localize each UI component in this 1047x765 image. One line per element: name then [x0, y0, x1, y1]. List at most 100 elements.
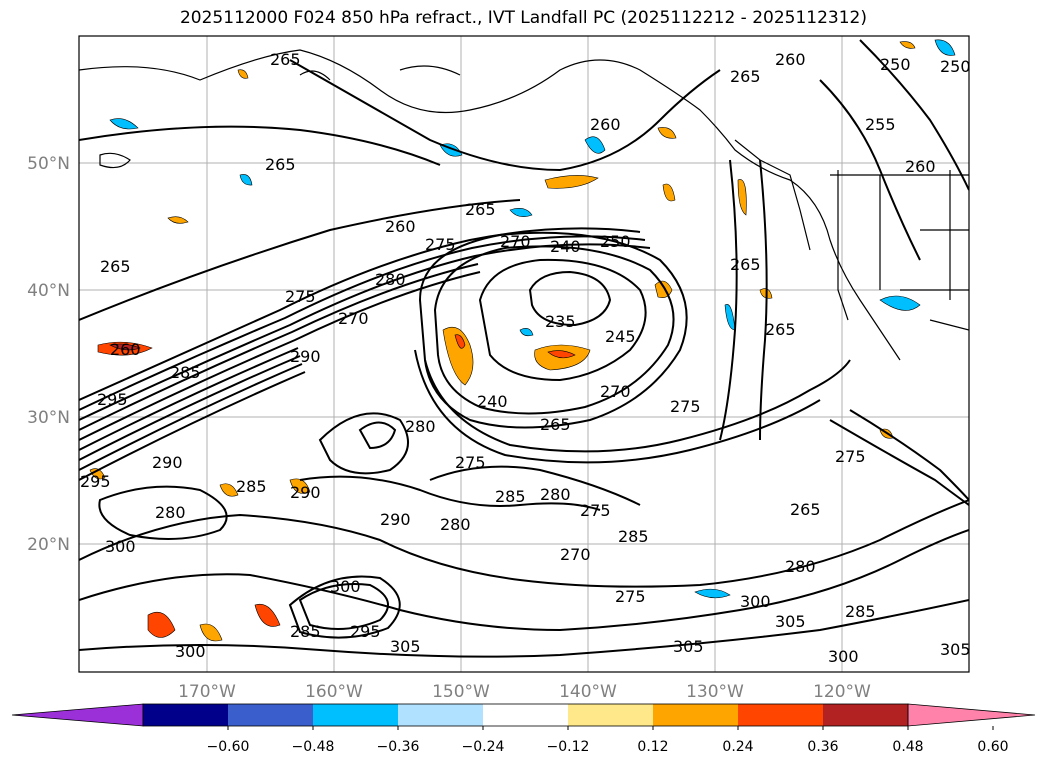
contour-label: 275	[455, 453, 486, 472]
refractivity-contours	[79, 39, 969, 658]
contour-label: 250	[600, 232, 631, 251]
contour-label: 265	[730, 255, 761, 274]
colorbar-tick-label: 0.36	[807, 739, 838, 755]
colorbar-tick-label: 0.48	[892, 739, 923, 755]
contour-label: 290	[290, 483, 321, 502]
contour-labels: 265 260 265 250 250 255 260 265 260 265 …	[80, 50, 971, 666]
contour-label: 290	[290, 347, 321, 366]
contour-label: 265	[540, 415, 571, 434]
contour-label: 295	[80, 472, 111, 491]
colorbar-segment	[313, 704, 398, 726]
contour-label: 245	[605, 327, 636, 346]
contour-label: 265	[270, 50, 301, 69]
colorbar-extend-low	[11, 703, 144, 727]
lat-label-30n: 30°N	[27, 408, 70, 428]
contour-label: 240	[477, 392, 508, 411]
contour-label: 285	[236, 477, 267, 496]
gridlines	[79, 36, 969, 672]
contour-label: 250	[880, 55, 911, 74]
colorbar-tick-label: −0.48	[292, 739, 335, 755]
longitude-labels: 170°W 160°W 150°W 140°W 130°W 120°W	[178, 682, 871, 702]
contour-label: 305	[775, 612, 806, 631]
contour-label: 275	[285, 287, 316, 306]
colorbar-segment	[228, 704, 313, 726]
map-frame	[78, 35, 970, 673]
map-title: 2025112000 F024 850 hPa refract., IVT La…	[179, 8, 867, 28]
coastlines	[79, 49, 969, 361]
contour-label: 270	[600, 382, 631, 401]
lon-label-130w: 130°W	[686, 682, 744, 702]
colorbar-segment	[823, 704, 908, 726]
map-area: 265 260 265 250 250 255 260 265 260 265 …	[79, 36, 971, 672]
lon-label-120w: 120°W	[813, 682, 871, 702]
contour-label: 270	[338, 309, 369, 328]
colorbar-outline	[142, 703, 909, 727]
contour-label: 260	[590, 115, 621, 134]
contour-label: 260	[905, 157, 936, 176]
contour-label: 275	[425, 235, 456, 254]
colorbar-extend-high	[907, 703, 1036, 727]
colorbar-tick-label: −0.60	[207, 739, 250, 755]
contour-label: 255	[865, 115, 896, 134]
latitude-labels: 50°N 40°N 30°N 20°N	[27, 154, 70, 555]
contour-label: 285	[170, 363, 201, 382]
contour-label: 270	[500, 232, 531, 251]
lat-label-50n: 50°N	[27, 154, 70, 174]
contour-label: 260	[385, 217, 416, 236]
contour-label: 280	[155, 503, 186, 522]
lat-label-20n: 20°N	[27, 535, 70, 555]
contour-label: 235	[545, 312, 576, 331]
contour-label: 260	[110, 340, 141, 359]
lon-label-140w: 140°W	[559, 682, 617, 702]
contour-label: 290	[380, 510, 411, 529]
contour-label: 305	[673, 637, 704, 656]
colorbar-tick-label: −0.12	[547, 739, 590, 755]
contour-label: 295	[97, 390, 128, 409]
colorbar-segment	[398, 704, 483, 726]
contour-label: 240	[550, 237, 581, 256]
contour-label: 295	[350, 622, 381, 641]
contour-label: 300	[740, 592, 771, 611]
colorbar-segment	[653, 704, 738, 726]
lon-label-170w: 170°W	[178, 682, 236, 702]
contour-label: 265	[100, 257, 131, 276]
contour-label: 265	[265, 155, 296, 174]
contour-label: 300	[105, 537, 136, 556]
lon-label-160w: 160°W	[305, 682, 363, 702]
colorbar-tick-label: 0.12	[637, 739, 668, 755]
contour-label: 265	[730, 67, 761, 86]
contour-label: 285	[495, 487, 526, 506]
contour-label: 285	[845, 602, 876, 621]
contour-label: 285	[290, 622, 321, 641]
contour-label: 300	[828, 647, 859, 666]
colorbar-tick-label: 0.60	[977, 739, 1008, 755]
contour-label: 305	[390, 637, 421, 656]
contour-label: 300	[175, 642, 206, 661]
contour-label: 250	[940, 57, 971, 76]
contour-label: 305	[940, 640, 971, 659]
contour-label: 285	[618, 527, 649, 546]
contour-label: 280	[440, 515, 471, 534]
contour-label: 300	[330, 577, 361, 596]
contour-label: 260	[775, 50, 806, 69]
colorbar-segment	[143, 704, 228, 726]
colorbar-segment	[483, 704, 568, 726]
contour-label: 265	[765, 320, 796, 339]
contour-label: 265	[465, 200, 496, 219]
contour-label: 275	[835, 447, 866, 466]
contour-label: 280	[375, 270, 406, 289]
colorbar-tick-label: −0.24	[462, 739, 505, 755]
contour-label: 275	[580, 501, 611, 520]
contour-label: 275	[670, 397, 701, 416]
colorbar-segment	[568, 704, 653, 726]
colorbar-tick-label: −0.36	[377, 739, 420, 755]
contour-label: 290	[152, 453, 183, 472]
contour-label: 280	[405, 417, 436, 436]
colorbar-segment	[738, 704, 823, 726]
colorbar-tick-label: 0.24	[722, 739, 753, 755]
contour-label: 280	[540, 485, 571, 504]
contour-label: 275	[615, 587, 646, 606]
lat-label-40n: 40°N	[27, 281, 70, 301]
contour-label: 270	[560, 545, 591, 564]
